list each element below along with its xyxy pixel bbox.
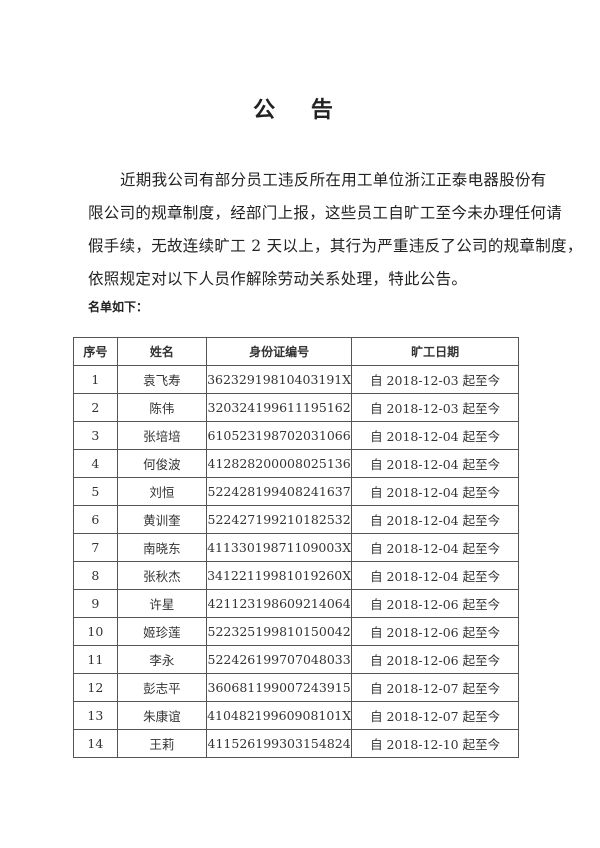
paragraph-line: 近期我公司有部分员工违反所在用工单位浙江正泰电器股份有 bbox=[120, 171, 547, 189]
cell-index: 6 bbox=[73, 505, 118, 534]
cell-id-number: 41133019871109003X bbox=[206, 533, 353, 562]
cell-index: 14 bbox=[73, 729, 118, 758]
table-row: 3 张培培 610523198702031066 自 2018-12-04 起至今 bbox=[73, 421, 519, 450]
cell-id-number: 522427199210182532 bbox=[206, 505, 353, 534]
cell-index: 4 bbox=[73, 449, 118, 478]
cell-index: 2 bbox=[73, 393, 118, 422]
cell-absence-date: 自 2018-12-04 起至今 bbox=[351, 533, 519, 562]
cell-absence-date: 自 2018-12-06 起至今 bbox=[351, 589, 519, 618]
table-row: 8 张秋杰 34122119981019260X 自 2018-12-04 起至今 bbox=[73, 561, 519, 590]
cell-index: 5 bbox=[73, 477, 118, 506]
header-id-number: 身份证编号 bbox=[206, 337, 353, 366]
document-title: 公 告 bbox=[253, 98, 347, 123]
cell-absence-date: 自 2018-12-04 起至今 bbox=[351, 477, 519, 506]
cell-absence-date: 自 2018-12-04 起至今 bbox=[351, 505, 519, 534]
cell-index: 13 bbox=[73, 701, 118, 730]
paragraph-line: 假手续，无故连续旷工 2 天以上，其行为严重违反了公司的规章制度， bbox=[88, 237, 583, 255]
table-row: 6 黄训奎 522427199210182532 自 2018-12-04 起至今 bbox=[73, 505, 519, 534]
header-name: 姓名 bbox=[116, 337, 208, 366]
cell-id-number: 610523198702031066 bbox=[206, 421, 353, 450]
header-index: 序号 bbox=[73, 337, 118, 366]
cell-name: 陈伟 bbox=[116, 393, 208, 422]
table-row: 11 李永 522426199707048033 自 2018-12-06 起至今 bbox=[73, 645, 519, 674]
cell-absence-date: 自 2018-12-07 起至今 bbox=[351, 701, 519, 730]
table-row: 1 袁飞寿 36232919810403191X 自 2018-12-03 起至今 bbox=[73, 365, 519, 394]
table-row: 14 王莉 411526199303154824 自 2018-12-10 起至今 bbox=[73, 729, 519, 758]
cell-index: 11 bbox=[73, 645, 118, 674]
cell-name: 刘恒 bbox=[116, 477, 208, 506]
cell-absence-date: 自 2018-12-06 起至今 bbox=[351, 617, 519, 646]
cell-absence-date: 自 2018-12-03 起至今 bbox=[351, 393, 519, 422]
paragraph-line: 依照规定对以下人员作解除劳动关系处理，特此公告。 bbox=[88, 270, 468, 288]
header-absence-date: 旷工日期 bbox=[351, 337, 519, 366]
cell-index: 10 bbox=[73, 617, 118, 646]
cell-name: 张秋杰 bbox=[116, 561, 208, 590]
table-row: 2 陈伟 320324199611195162 自 2018-12-03 起至今 bbox=[73, 393, 519, 422]
cell-name: 南晓东 bbox=[116, 533, 208, 562]
cell-id-number: 41048219960908101X bbox=[206, 701, 353, 730]
cell-absence-date: 自 2018-12-10 起至今 bbox=[351, 729, 519, 758]
cell-id-number: 522325199810150042 bbox=[206, 617, 353, 646]
cell-index: 3 bbox=[73, 421, 118, 450]
cell-name: 王莉 bbox=[116, 729, 208, 758]
table-header-row: 序号 姓名 身份证编号 旷工日期 bbox=[73, 337, 519, 366]
cell-id-number: 421123198609214064 bbox=[206, 589, 353, 618]
cell-id-number: 411526199303154824 bbox=[206, 729, 353, 758]
cell-name: 李永 bbox=[116, 645, 208, 674]
cell-index: 7 bbox=[73, 533, 118, 562]
cell-absence-date: 自 2018-12-04 起至今 bbox=[351, 561, 519, 590]
cell-id-number: 36232919810403191X bbox=[206, 365, 353, 394]
cell-absence-date: 自 2018-12-04 起至今 bbox=[351, 421, 519, 450]
table-row: 10 姬珍莲 522325199810150042 自 2018-12-06 起至今 bbox=[73, 617, 519, 646]
cell-name: 朱康谊 bbox=[116, 701, 208, 730]
cell-absence-date: 自 2018-12-06 起至今 bbox=[351, 645, 519, 674]
cell-name: 何俊波 bbox=[116, 449, 208, 478]
table-row: 7 南晓东 41133019871109003X 自 2018-12-04 起至今 bbox=[73, 533, 519, 562]
cell-id-number: 360681199007243915 bbox=[206, 673, 353, 702]
dismissal-table: 序号 姓名 身份证编号 旷工日期 1 袁飞寿 36232919810403191X 自… bbox=[73, 337, 519, 758]
table-row: 9 许星 421123198609214064 自 2018-12-06 起至今 bbox=[73, 589, 519, 618]
cell-id-number: 320324199611195162 bbox=[206, 393, 353, 422]
cell-id-number: 412828200008025136 bbox=[206, 449, 353, 478]
cell-name: 黄训奎 bbox=[116, 505, 208, 534]
cell-name: 姬珍莲 bbox=[116, 617, 208, 646]
list-label: 名单如下： bbox=[88, 300, 149, 314]
cell-id-number: 34122119981019260X bbox=[206, 561, 353, 590]
table-row: 12 彭志平 360681199007243915 自 2018-12-07 起至今 bbox=[73, 673, 519, 702]
cell-index: 8 bbox=[73, 561, 118, 590]
notice-paragraph: 近期我公司有部分员工违反所在用工单位浙江正泰电器股份有 限公司的规章制度，经部门… bbox=[88, 166, 583, 298]
cell-name: 袁飞寿 bbox=[116, 365, 208, 394]
cell-name: 彭志平 bbox=[116, 673, 208, 702]
table-row: 4 何俊波 412828200008025136 自 2018-12-04 起至今 bbox=[73, 449, 519, 478]
cell-index: 12 bbox=[73, 673, 118, 702]
cell-absence-date: 自 2018-12-07 起至今 bbox=[351, 673, 519, 702]
table-row: 13 朱康谊 41048219960908101X 自 2018-12-07 起至今 bbox=[73, 701, 519, 730]
cell-name: 许星 bbox=[116, 589, 208, 618]
cell-absence-date: 自 2018-12-04 起至今 bbox=[351, 449, 519, 478]
cell-index: 1 bbox=[73, 365, 118, 394]
cell-index: 9 bbox=[73, 589, 118, 618]
table-row: 5 刘恒 522428199408241637 自 2018-12-04 起至今 bbox=[73, 477, 519, 506]
paragraph-line: 限公司的规章制度，经部门上报，这些员工自旷工至今未办理任何请 bbox=[88, 204, 563, 222]
cell-name: 张培培 bbox=[116, 421, 208, 450]
cell-id-number: 522426199707048033 bbox=[206, 645, 353, 674]
cell-id-number: 522428199408241637 bbox=[206, 477, 353, 506]
cell-absence-date: 自 2018-12-03 起至今 bbox=[351, 365, 519, 394]
